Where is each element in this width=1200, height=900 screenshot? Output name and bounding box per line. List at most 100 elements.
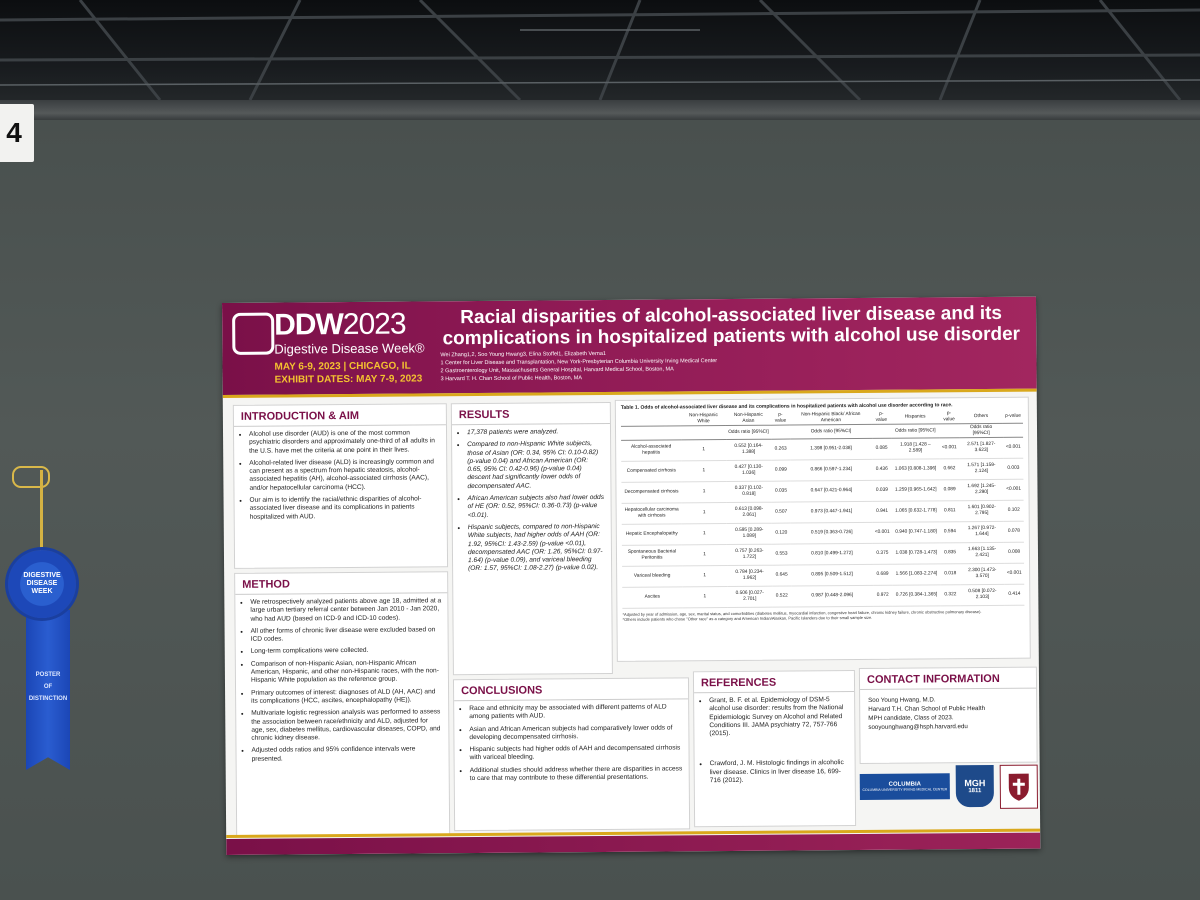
ribbon-tail-text-1: POSTER — [35, 672, 61, 678]
method-item: Comparison of non-Hispanic Asian, non-Hi… — [251, 659, 442, 685]
ribbon-wire — [40, 470, 43, 560]
board-top-rail — [0, 100, 1200, 122]
table-cell: 0.973 [0.447-1.941] — [790, 501, 873, 524]
ddw-dates: MAY 6-9, 2023 | CHICAGO, IL — [274, 360, 411, 373]
table-cell: 0.427 [0.130-1.036] — [726, 460, 772, 482]
table-subheader: Odds ratio [95%CI] — [891, 423, 940, 439]
conclusions-item: Hispanic subjects had higher odds of AAH… — [469, 745, 682, 763]
ribbon-rosette: DIGESTIVE DISEASE WEEK — [8, 550, 76, 618]
table-cell: 0.085 — [871, 438, 892, 460]
table-row-label: Hepatocellular carcinoma with cirrhosis — [621, 502, 682, 525]
table-header: Hispanics — [891, 410, 940, 425]
ddw-subtitle: Digestive Disease Week® — [274, 340, 425, 357]
research-poster: DDW2023 Digestive Disease Week® MAY 6-9,… — [222, 296, 1041, 855]
intro-list: Alcohol use disorder (AUD) is one of the… — [234, 429, 447, 522]
table-cell: 0.810 [0.499-1.272] — [791, 543, 873, 566]
contact-details: Soo Young Hwang, M.D. Harvard T.H. Chan … — [860, 689, 1036, 738]
table-cell: 0.866 [0.597-1.234] — [790, 459, 872, 482]
table-cell: 0.811 — [939, 500, 960, 522]
table-cell: 0.039 — [871, 480, 892, 502]
table-cell: <0.001 — [1003, 479, 1024, 501]
table-header: p-value — [770, 411, 791, 426]
table-cell: 0.089 — [939, 479, 960, 501]
conclusions-heading: CONCLUSIONS — [453, 678, 689, 702]
table-cell: 0.035 — [771, 481, 791, 503]
table-cell: 0.553 — [771, 544, 792, 566]
table-header: Others — [958, 409, 1004, 424]
table-cell: 0.337 [0.102-0.818] — [726, 481, 772, 503]
intro-item: Our aim is to identify the racial/ethnic… — [250, 495, 441, 521]
table-cell: 0.972 — [872, 585, 893, 607]
references-panel: REFERENCES Grant, B. F. et al. Epidemiol… — [692, 670, 857, 828]
table-cell: 1 — [681, 460, 727, 482]
table-cell: 0.835 — [940, 542, 961, 564]
conclusions-item: Race and ethnicity may be associated wit… — [469, 703, 682, 721]
table-cell: 0.941 — [872, 501, 892, 523]
table-subheader: Odds ratio [95%CI] — [726, 425, 771, 440]
method-list: We retrospectively analyzed patients abo… — [235, 597, 448, 764]
results-panel: RESULTS 17,378 patients were analyzed. C… — [450, 401, 613, 676]
table-cell: <0.001 — [1004, 563, 1025, 585]
table-cell: 0.507 — [771, 502, 792, 524]
table-cell: 0.522 — [771, 586, 792, 608]
ribbon-tail-text-2: OF — [43, 684, 53, 690]
table-row-label: Decompensated cirrhosis — [621, 481, 682, 504]
table-cell: 0.647 [0.421-0.964] — [790, 480, 873, 503]
table-row-label: Spontaneous Bacterial Peritonitis — [621, 544, 683, 567]
table-cell: 0.003 — [1003, 458, 1024, 480]
ddw-logo-mark — [232, 312, 275, 355]
conclusions-panel: CONCLUSIONS Race and ethnicity may be as… — [452, 677, 691, 832]
table-cell: 0.987 [0.448-2.096] — [791, 585, 873, 608]
table-row-label: Variceal bleeding — [622, 565, 683, 588]
conclusions-item: Asian and African American subjects had … — [469, 724, 682, 742]
table-header: p-value — [939, 410, 959, 424]
table-cell: 1.571 [1.159-2.124] — [959, 458, 1004, 480]
table-cell: 0.018 — [940, 563, 961, 585]
table-cell: 0.102 — [1003, 500, 1024, 522]
table-cell: 1.601 [0.902-2.795] — [959, 500, 1004, 522]
table-cell: 0.757 [0.263-1.722] — [727, 544, 772, 566]
table-subheader: Odds ratio [95%CI] — [958, 423, 1004, 438]
table-cell: 0.594 — [940, 521, 960, 543]
method-panel: METHOD We retrospectively analyzed patie… — [234, 571, 451, 837]
method-item: Primary outcomes of interest: diagnoses … — [251, 688, 442, 706]
contact-email: sooyounghwang@hsph.harvard.edu — [868, 723, 968, 731]
results-item: Compared to non-Hispanic White subjects,… — [467, 440, 604, 491]
reference-item: Crawford, J. M. Histologic findings in a… — [710, 760, 849, 786]
table-cell: 1.259 [0.965-1.642] — [891, 479, 940, 502]
table-cell: 0.414 — [1004, 584, 1025, 606]
institution-logos: COLUMBIA COLUMBIA UNIVERSITY IRVING MEDIC… — [859, 764, 1038, 810]
table-cell: <0.001 — [1003, 437, 1024, 459]
ddw-brand: DDW2023 — [274, 307, 406, 342]
table-cell: 1.065 [0.632-1.778] — [891, 500, 941, 523]
table-cell: 0.940 [0.747-1.180] — [891, 521, 941, 544]
table-cell: 1.918 [1.428 – 2.589] — [891, 437, 940, 460]
intro-heading: INTRODUCTION & AIM — [233, 404, 446, 427]
method-item: Multivariate logistic regression analysi… — [251, 709, 442, 744]
table-cell: 0.726 [0.384-1.365] — [892, 584, 941, 607]
table-cell: 0.322 — [940, 584, 961, 606]
table-cell: 1 — [681, 502, 727, 524]
method-heading: METHOD — [235, 572, 448, 595]
table-header: Non-Hispanic Black/ African American — [790, 410, 872, 426]
table-header: Non-Hispanic White — [680, 412, 727, 426]
method-item: All other forms of chronic liver disease… — [251, 626, 442, 644]
table-cell: 2.571 [1.827-3.623] — [959, 437, 1004, 459]
references-list: Grant, B. F. et al. Epidemiology of DSM-… — [694, 696, 855, 786]
table-cell: 0.662 — [939, 458, 960, 480]
table-cell: 0.078 — [1003, 521, 1024, 543]
columbia-logo: COLUMBIA COLUMBIA UNIVERSITY IRVING MEDIC… — [859, 773, 950, 801]
table-cell: 0.552 [0.164-1.388] — [726, 439, 771, 461]
conclusions-list: Race and ethnicity may be associated wit… — [454, 703, 689, 783]
ddw-exhibit-dates: EXHIBIT DATES: MAY 7-9, 2023 — [274, 373, 423, 386]
table-cell: 1.267 [0.972-1.644] — [959, 521, 1005, 543]
reference-item: Grant, B. F. et al. Epidemiology of DSM-… — [709, 696, 848, 739]
results-list: 17,378 patients were analyzed. Compared … — [452, 428, 611, 574]
results-table-panel: Table 1. Odds of alcohol-associated live… — [614, 396, 1031, 662]
table-cell: <0.001 — [872, 522, 893, 544]
table-cell: 1.566 [1.083-2.274] — [892, 563, 941, 586]
table-cell: 1.063 [0.808-1.396] — [891, 458, 940, 481]
table-cell: 0.099 — [770, 460, 791, 482]
references-heading: REFERENCES — [693, 671, 855, 694]
ribbon-tail-text-3: DISTINCTION — [28, 696, 68, 702]
